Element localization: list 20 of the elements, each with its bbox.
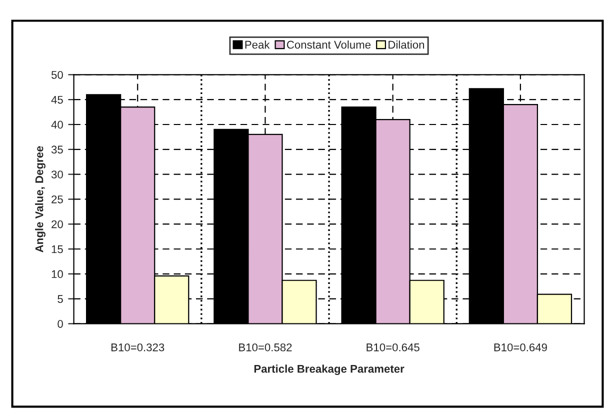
y-tick-label: 50 <box>51 70 63 79</box>
x-axis-title: Particle Breakage Parameter <box>254 364 404 376</box>
x-tick-label: B10=0.323 <box>111 343 164 352</box>
x-tick-label: B10=0.645 <box>366 343 420 352</box>
y-tick-label: 30 <box>51 170 63 178</box>
y-tick-label: 10 <box>52 270 63 278</box>
y-tick-label: 40 <box>51 120 63 129</box>
legend-label: Constant Volume <box>286 40 371 49</box>
y-axis-title: Angle Value, Degree <box>35 146 46 252</box>
y-tick-label: 45 <box>51 96 63 104</box>
x-tick-label: B10=0.582 <box>239 343 292 352</box>
x-tick-label: B10=0.649 <box>494 343 547 352</box>
legend-label: Dilation <box>388 40 424 49</box>
y-tick-label: 0 <box>58 320 63 328</box>
y-tick-label: 15 <box>52 245 63 254</box>
y-tick-label: 5 <box>58 295 63 303</box>
y-tick-label: 25 <box>52 195 63 204</box>
legend-label: Peak <box>245 40 270 49</box>
y-tick-label: 20 <box>52 220 63 228</box>
y-tick-label: 35 <box>51 146 63 154</box>
